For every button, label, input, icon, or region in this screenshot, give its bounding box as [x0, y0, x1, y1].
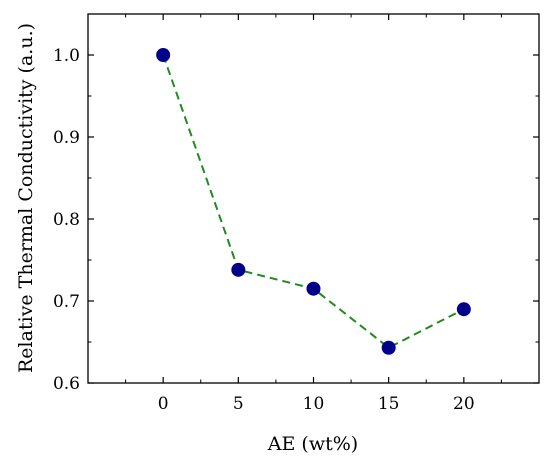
series-line — [162, 54, 465, 349]
data-point — [456, 302, 471, 317]
y-tick-label: 0.9 — [53, 128, 80, 148]
y-tick-label: 1.0 — [53, 46, 80, 66]
data-point — [231, 262, 246, 277]
x-tick-label: 20 — [453, 394, 475, 414]
y-tick-label: 0.7 — [53, 292, 80, 312]
data-point — [306, 281, 321, 296]
x-tick-label: 0 — [158, 394, 169, 414]
y-tick-label: 0.6 — [53, 374, 80, 394]
data-point — [381, 340, 396, 355]
y-tick-label: 0.8 — [53, 210, 80, 230]
x-tick-label: 15 — [378, 394, 400, 414]
x-tick-label: 10 — [303, 394, 325, 414]
plot-frame — [87, 13, 540, 384]
x-axis-title: AE (wt%) — [267, 433, 358, 455]
series-layer — [156, 48, 471, 355]
x-tick-label: 5 — [233, 394, 244, 414]
y-axis-ticks: 0.6 0.7 0.8 0.9 1.0 — [53, 46, 539, 394]
y-axis-title: Relative Thermal Conductivity (a.u.) — [15, 23, 37, 373]
data-point — [156, 48, 171, 62]
x-axis-ticks: 0 5 10 15 20 — [125, 14, 502, 414]
